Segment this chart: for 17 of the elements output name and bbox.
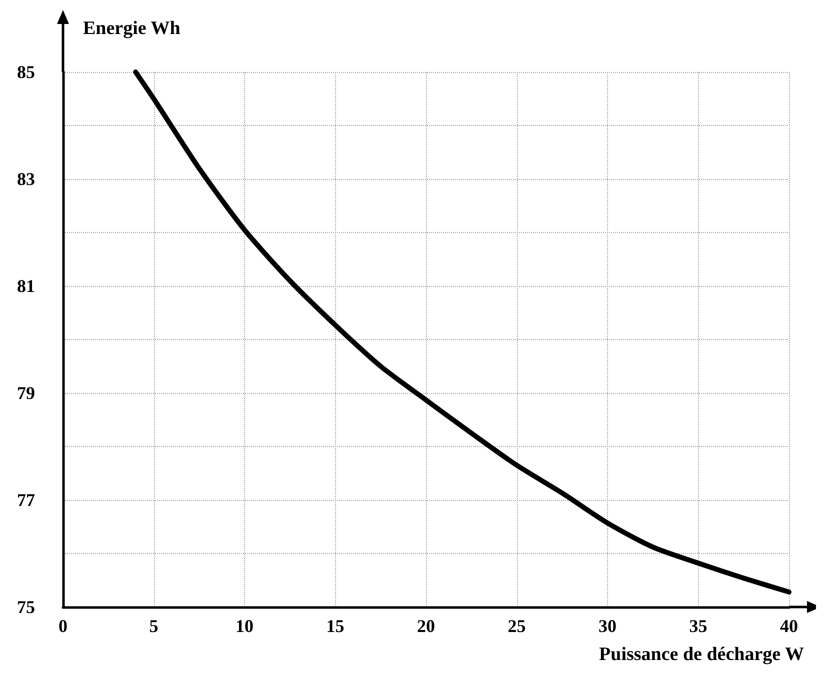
x-tick-label: 25: [508, 616, 526, 636]
x-tick-label: 20: [417, 616, 435, 636]
y-tick-label: 75: [17, 597, 35, 617]
x-tick-label: 0: [58, 616, 68, 636]
x-axis-title: Puissance de décharge W: [599, 644, 804, 665]
x-tick-label: 35: [689, 616, 708, 636]
y-tick-label: 85: [17, 62, 35, 82]
x-tick-label: 15: [326, 616, 344, 636]
y-axis-title: Energie Wh: [83, 18, 181, 39]
x-tick-label: 10: [236, 616, 254, 636]
y-tick-label: 77: [17, 490, 35, 510]
y-tick-label: 83: [17, 169, 35, 189]
y-tick-label: 79: [17, 383, 35, 403]
x-tick-label: 40: [780, 616, 798, 636]
y-tick-label: 81: [17, 276, 35, 296]
x-tick-label: 5: [149, 616, 158, 636]
x-tick-label: 30: [598, 616, 616, 636]
